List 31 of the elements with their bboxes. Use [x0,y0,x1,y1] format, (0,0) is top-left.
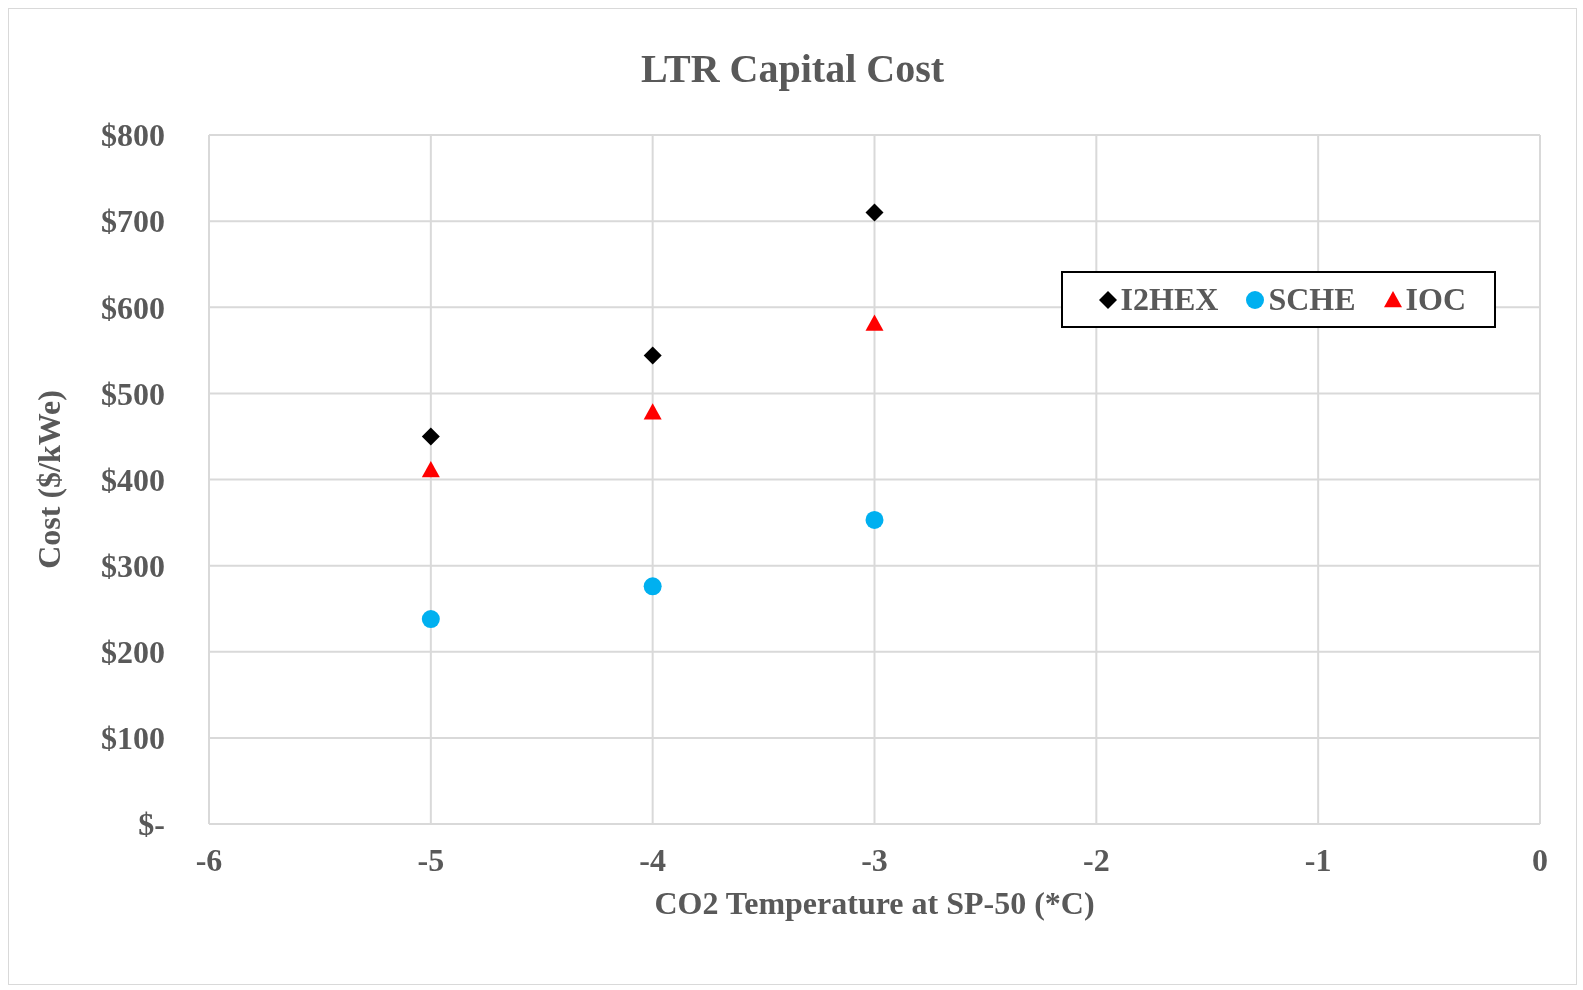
x-tick-label: -4 [639,841,666,878]
point [643,403,662,420]
legend-label: I2HEX [1120,281,1219,318]
y-tick-label: $600 [101,289,165,326]
point [865,203,884,222]
chart-title: LTR Capital Cost [640,45,945,92]
x-tick-label: -3 [861,841,888,878]
legend-label: SCHE [1268,281,1356,318]
x-axis-title: CO2 Temperature at SP-50 (*C) [654,885,1095,921]
x-tick-label: -1 [1304,841,1332,878]
y-tick-label: $300 [101,547,165,584]
point [421,427,440,446]
legend-label: IOC [1405,281,1466,318]
y-axis-title: Cost ($/kWe) [31,390,68,569]
y-tick-label: $500 [101,375,165,412]
y-tick-label: $700 [101,203,165,240]
point [865,314,884,331]
y-tick-label: $200 [101,634,165,671]
y-tick-label: $- [138,806,165,843]
y-tick-label: $400 [101,461,165,498]
point [421,610,440,629]
y-tick-label: $100 [101,720,165,757]
x-tick-label: -6 [195,841,223,878]
point [643,346,662,365]
x-tick-label: 0 [1532,841,1548,878]
x-tick-label: -5 [417,841,445,878]
point [421,461,440,478]
point [643,577,662,596]
y-tick-label: $800 [101,117,165,154]
point [865,510,884,529]
x-tick-label: -2 [1083,841,1110,878]
